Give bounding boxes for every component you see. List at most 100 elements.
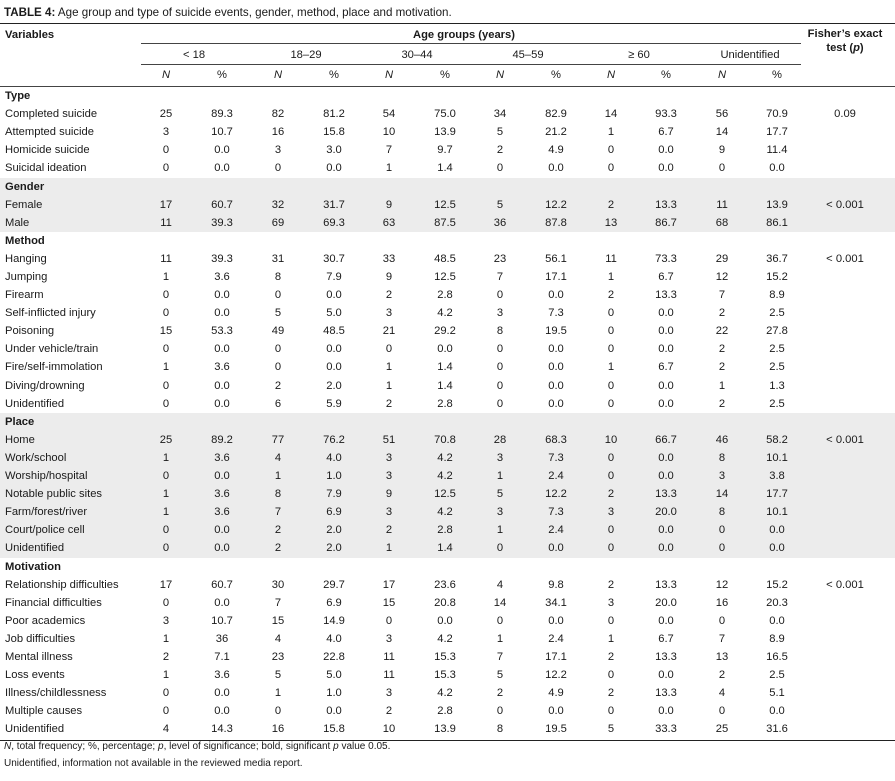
count-cell: 0 bbox=[162, 687, 170, 700]
count-cell: 0 bbox=[496, 162, 504, 175]
count-cell: 1 bbox=[162, 632, 170, 645]
percent-cell: 87.8 bbox=[545, 216, 567, 229]
count-cell: 1 bbox=[162, 669, 170, 682]
table-row: Diving/drowning 0 0.0 2 2.0 1 1.4 0 0.0 0 0.0 1 1.3 bbox=[0, 377, 895, 395]
count-cell: 0 bbox=[496, 705, 504, 718]
percent-cell: 6.7 bbox=[658, 632, 674, 645]
count-cell: 3 bbox=[385, 687, 393, 700]
percent-cell: 1.0 bbox=[326, 470, 342, 483]
percent-cell: 10.7 bbox=[211, 126, 233, 139]
row-label: Under vehicle/train bbox=[5, 343, 99, 356]
count-cell: 9 bbox=[385, 198, 393, 211]
count-cell: 10 bbox=[382, 723, 396, 736]
count-cell: 4 bbox=[718, 687, 726, 700]
count-cell: 1 bbox=[385, 162, 393, 175]
percent-cell: 89.3 bbox=[211, 108, 233, 121]
percent-cell: 3.6 bbox=[214, 669, 230, 682]
section-block: Type Completed suicide 25 89.3 82 81.2 54 75.0 3… bbox=[0, 87, 895, 178]
percent-cell: 39.3 bbox=[211, 252, 233, 265]
count-cell: 0 bbox=[607, 524, 615, 537]
percent-cell: 6.7 bbox=[658, 126, 674, 139]
percent-cell: 89.2 bbox=[211, 433, 233, 446]
count-cell: 1 bbox=[607, 632, 615, 645]
count-cell: 2 bbox=[496, 144, 504, 157]
count-cell: 0 bbox=[162, 289, 170, 302]
percent-column-header: % bbox=[661, 69, 671, 81]
percent-cell: 0.0 bbox=[214, 524, 230, 537]
row-label: Poor academics bbox=[5, 614, 86, 627]
count-cell: 7 bbox=[718, 289, 726, 302]
count-cell: 2 bbox=[385, 289, 393, 302]
count-cell: 0 bbox=[496, 614, 504, 627]
percent-cell: 0.0 bbox=[548, 705, 564, 718]
table-row: Unidentified 0 0.0 2 2.0 1 1.4 0 0.0 0 0.0 0 0.0 bbox=[0, 539, 895, 557]
p-value-cell bbox=[805, 702, 885, 720]
count-cell: 7 bbox=[274, 596, 282, 609]
count-cell: 0 bbox=[162, 470, 170, 483]
p-value-cell: 0.09 bbox=[834, 108, 856, 121]
row-label: Jumping bbox=[5, 270, 48, 283]
p-value-cell bbox=[805, 340, 885, 358]
percent-cell: 10.1 bbox=[766, 451, 788, 464]
count-cell: 0 bbox=[607, 397, 615, 410]
p-value-cell bbox=[805, 684, 885, 702]
table-row: Completed suicide 25 89.3 82 81.2 54 75.0 34 82.… bbox=[0, 105, 895, 123]
count-cell: 3 bbox=[496, 451, 504, 464]
header-fisher-line2: test (p) bbox=[800, 41, 890, 55]
percent-cell: 2.8 bbox=[437, 397, 453, 410]
percent-cell: 2.4 bbox=[548, 524, 564, 537]
p-value-cell bbox=[805, 521, 885, 539]
count-cell: 1 bbox=[385, 542, 393, 555]
row-label: Male bbox=[5, 216, 30, 229]
count-cell: 31 bbox=[271, 252, 285, 265]
percent-cell: 69.3 bbox=[323, 216, 345, 229]
percent-cell: 9.8 bbox=[548, 578, 564, 591]
count-cell: 2 bbox=[385, 705, 393, 718]
header-fisher-line1: Fisher’s exact bbox=[807, 28, 883, 40]
count-cell: 0 bbox=[496, 361, 504, 374]
percent-cell: 0.0 bbox=[658, 524, 674, 537]
p-value-cell bbox=[805, 485, 885, 503]
count-cell: 21 bbox=[382, 325, 396, 338]
percent-cell: 2.8 bbox=[437, 705, 453, 718]
header-variables: Variables bbox=[5, 29, 55, 41]
count-cell: 25 bbox=[159, 108, 173, 121]
count-cell: 2 bbox=[607, 289, 615, 302]
percent-cell: 0.0 bbox=[214, 687, 230, 700]
percent-cell: 6.7 bbox=[658, 361, 674, 374]
count-cell: 32 bbox=[271, 198, 285, 211]
percent-cell: 2.5 bbox=[769, 307, 785, 320]
percent-cell: 7.9 bbox=[326, 488, 342, 501]
percent-cell: 17.1 bbox=[545, 270, 567, 283]
percent-cell: 0.0 bbox=[326, 343, 342, 356]
count-cell: 14 bbox=[715, 488, 729, 501]
count-cell: 2 bbox=[607, 687, 615, 700]
table-row: Worship/hospital 0 0.0 1 1.0 3 4.2 1 2.4 0 0.0 3 3.8 bbox=[0, 467, 895, 485]
count-cell: 14 bbox=[715, 126, 729, 139]
count-cell: 0 bbox=[607, 144, 615, 157]
percent-cell: 0.0 bbox=[658, 705, 674, 718]
percent-cell: 2.8 bbox=[437, 289, 453, 302]
percent-cell: 17.7 bbox=[766, 488, 788, 501]
percent-cell: 3.6 bbox=[214, 361, 230, 374]
percent-cell: 36.7 bbox=[766, 252, 788, 265]
table-row: Notable public sites 1 3.6 8 7.9 9 12.5 5 12.2 2 1… bbox=[0, 485, 895, 503]
count-cell: 1 bbox=[385, 379, 393, 392]
table-bottom-rule bbox=[0, 739, 895, 741]
count-cell: 1 bbox=[496, 524, 504, 537]
count-cell: 3 bbox=[496, 307, 504, 320]
count-cell: 2 bbox=[718, 343, 726, 356]
count-cell: 1 bbox=[162, 451, 170, 464]
percent-cell: 15.2 bbox=[766, 578, 788, 591]
section-title: Type bbox=[5, 90, 31, 102]
p-value-cell bbox=[805, 612, 885, 630]
row-label: Financial difficulties bbox=[5, 596, 102, 609]
count-cell: 8 bbox=[274, 488, 282, 501]
percent-cell: 5.9 bbox=[326, 397, 342, 410]
count-cell: 14 bbox=[604, 108, 618, 121]
n-column-header: N bbox=[161, 69, 171, 81]
percent-cell: 0.0 bbox=[214, 162, 230, 175]
count-cell: 0 bbox=[607, 162, 615, 175]
count-cell: 0 bbox=[718, 162, 726, 175]
